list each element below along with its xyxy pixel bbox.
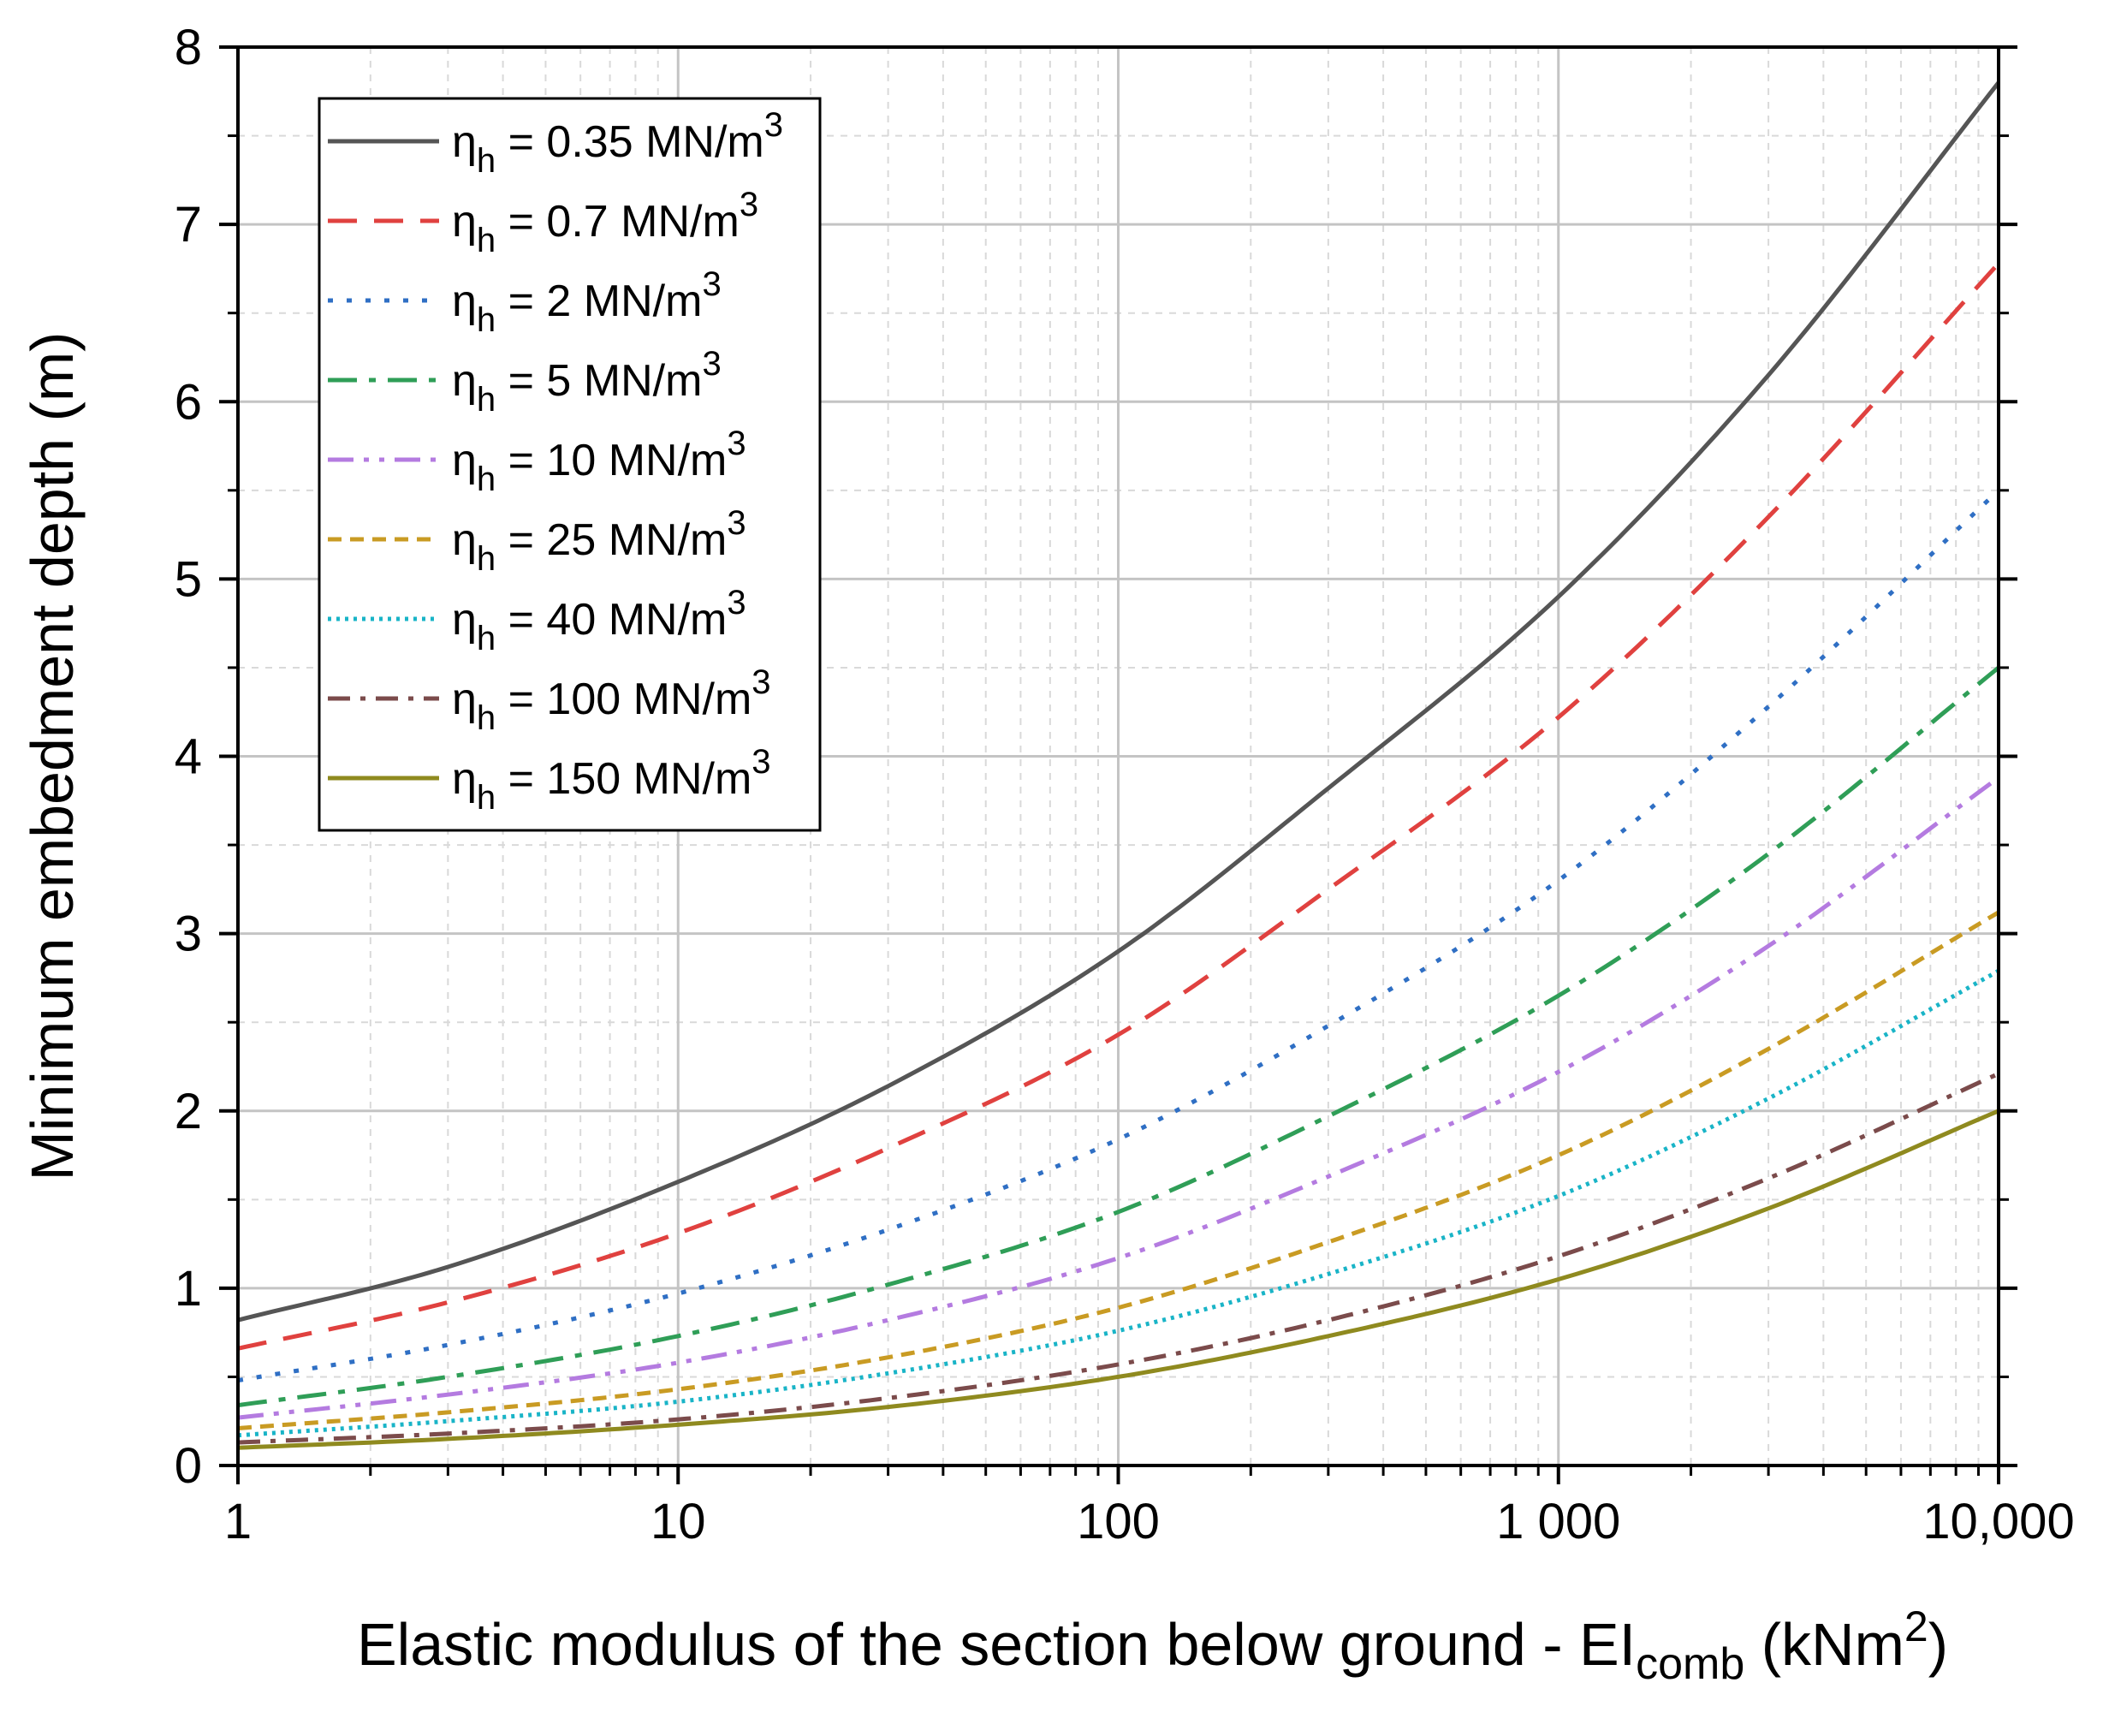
legend-label: ηh = 0.35 MN/m3 [452, 106, 783, 180]
series-line-4 [237, 665, 2000, 1408]
legend-symbol-sub: h [477, 699, 496, 737]
y-tick-label: 2 [175, 1084, 202, 1139]
legend-value: = 10 MN/m [496, 436, 727, 485]
legend-item: ηh = 2 MN/m3 [328, 265, 722, 339]
legend-item: ηh = 10 MN/m3 [328, 425, 746, 498]
x-tick-label: 100 [1077, 1494, 1160, 1549]
legend-item: ηh = 0.35 MN/m3 [328, 106, 783, 180]
x-tick-label: 1 [224, 1494, 252, 1549]
legend-value: = 2 MN/m [496, 276, 702, 326]
legend-label: ηh = 0.7 MN/m3 [452, 186, 758, 259]
legend-symbol-sub: h [477, 381, 496, 419]
legend-value: = 40 MN/m [496, 595, 727, 645]
legend-symbol: η [452, 356, 477, 406]
legend-symbol: η [452, 754, 477, 804]
legend-item: ηh = 5 MN/m3 [328, 345, 722, 419]
legend-symbol-sub: h [477, 222, 496, 259]
series-line-8 [237, 1072, 2000, 1445]
y-tick-label: 6 [175, 374, 202, 430]
series-line-5 [237, 776, 2000, 1420]
legend-symbol-sub: h [477, 779, 496, 817]
legend-symbol-sub: h [477, 461, 496, 498]
legend-unit-sup: 3 [727, 425, 746, 462]
legend-unit-sup: 3 [727, 584, 746, 621]
x-tick-label: 10 [651, 1494, 706, 1549]
x-axis-title-unit-close: ) [1928, 1611, 1948, 1678]
legend-label: ηh = 100 MN/m3 [452, 663, 771, 737]
x-axis-title-unit-sup: 2 [1904, 1602, 1928, 1650]
legend-unit-sup: 3 [752, 663, 770, 701]
grid [236, 45, 2000, 1467]
legend-label: ηh = 5 MN/m3 [452, 345, 722, 419]
legend-symbol-sub: h [477, 301, 496, 339]
series-line-1 [237, 80, 2000, 1323]
y-tick-label: 1 [175, 1261, 202, 1317]
legend-value: = 150 MN/m [496, 754, 752, 804]
legend-label: ηh = 150 MN/m3 [452, 743, 771, 817]
legend-item: ηh = 25 MN/m3 [328, 504, 746, 578]
legend-symbol-sub: h [477, 620, 496, 657]
axis-ticks [219, 45, 2017, 1484]
legend-unit-sup: 3 [764, 106, 783, 144]
y-axis-title: Minimum embedment depth (m) [19, 332, 86, 1181]
x-axis-title: Elastic modulus of the section below gro… [357, 1602, 1948, 1689]
legend-symbol: η [452, 117, 477, 167]
legend-label: ηh = 25 MN/m3 [452, 504, 746, 578]
legend-item: ηh = 100 MN/m3 [328, 663, 771, 737]
series-lines [237, 80, 2000, 1450]
y-tick-label: 3 [175, 907, 202, 962]
legend-item: ηh = 0.7 MN/m3 [328, 186, 758, 259]
legend-symbol: η [452, 515, 477, 565]
legend-symbol: η [452, 675, 477, 724]
legend-symbol: η [452, 595, 477, 645]
legend-label: ηh = 10 MN/m3 [452, 425, 746, 498]
x-tick-label: 10,000 [1922, 1494, 2074, 1549]
legend-item: ηh = 40 MN/m3 [328, 584, 746, 657]
legend-unit-sup: 3 [702, 345, 721, 383]
legend-symbol-sub: h [477, 142, 496, 180]
y-tick-label: 5 [175, 551, 202, 607]
legend-unit-sup: 3 [727, 504, 746, 542]
legend-unit-sup: 3 [740, 186, 758, 223]
y-tick-label: 0 [175, 1438, 202, 1494]
x-axis-title-main: Elastic modulus of the section below gro… [357, 1611, 1636, 1678]
series-line-9 [237, 1109, 1999, 1450]
y-tick-label: 8 [175, 20, 202, 75]
legend-symbol: η [452, 197, 477, 247]
series-line-2 [237, 262, 2000, 1351]
legend-symbol: η [452, 436, 477, 485]
legend-value: = 0.35 MN/m [496, 117, 764, 167]
y-tick-label: 4 [175, 729, 202, 785]
legend-symbol-sub: h [477, 540, 496, 578]
legend-unit-sup: 3 [702, 265, 721, 303]
x-axis-title-sub: comb [1636, 1639, 1744, 1689]
legend-value: = 5 MN/m [496, 356, 702, 406]
legend-label: ηh = 40 MN/m3 [452, 584, 746, 657]
legend-value: = 100 MN/m [496, 675, 752, 724]
legend-unit-sup: 3 [752, 743, 770, 781]
legend-symbol: η [452, 276, 477, 326]
legend-value: = 0.7 MN/m [496, 197, 740, 247]
legend-item: ηh = 150 MN/m3 [328, 743, 771, 817]
x-tick-label: 1 000 [1496, 1494, 1620, 1549]
legend-label: ηh = 2 MN/m3 [452, 265, 722, 339]
y-tick-label: 7 [175, 197, 202, 253]
x-axis-title-unit: (kNm [1744, 1611, 1904, 1678]
legend-value: = 25 MN/m [496, 515, 727, 565]
